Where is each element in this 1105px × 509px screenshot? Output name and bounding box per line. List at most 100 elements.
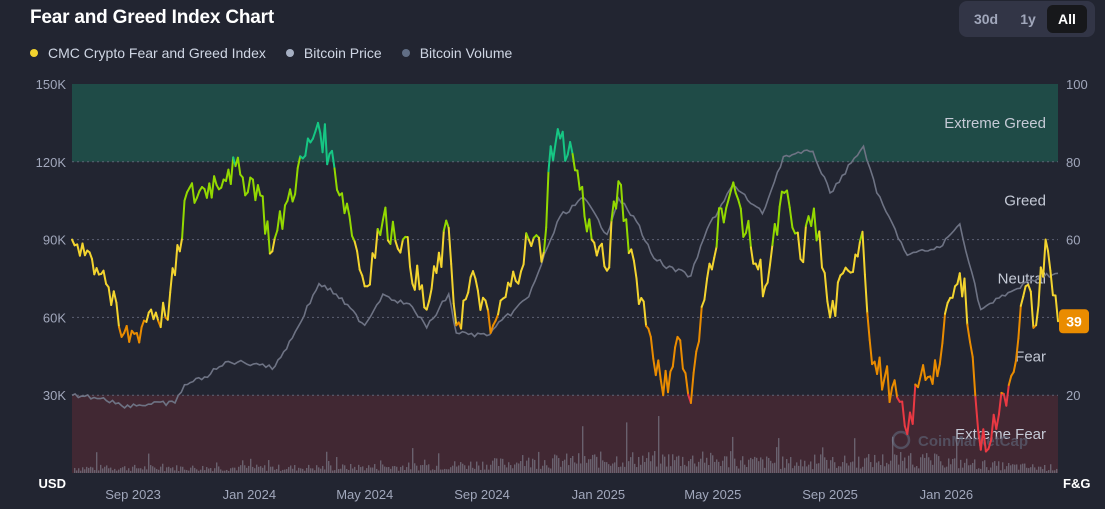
volume-bar: [266, 470, 268, 473]
volume-bar: [776, 447, 778, 473]
volume-bar: [372, 467, 374, 473]
fear-greed-segment: [169, 267, 174, 294]
volume-bar: [794, 465, 796, 473]
volume-bar: [678, 455, 680, 473]
volume-bar: [656, 466, 658, 473]
volume-bar: [170, 468, 172, 473]
fear-greed-segment: [196, 189, 201, 199]
volume-bar: [1044, 465, 1046, 473]
volume-bar: [462, 463, 464, 473]
volume-bar: [144, 466, 146, 473]
volume-bar: [456, 466, 458, 473]
fear-greed-segment: [118, 326, 123, 338]
volume-bar: [680, 466, 682, 473]
volume-bar: [310, 468, 312, 473]
fear-greed-segment: [125, 325, 131, 343]
legend-item-bitcoin-price[interactable]: Bitcoin Price: [285, 45, 382, 61]
volume-bar: [750, 457, 752, 473]
volume-bar: [304, 470, 306, 473]
volume-bar: [984, 460, 986, 473]
volume-bar: [152, 466, 154, 473]
volume-bar: [230, 468, 232, 473]
volume-bar: [996, 465, 998, 473]
volume-bar: [944, 467, 946, 473]
chart-legend: CMC Crypto Fear and Greed Index Bitcoin …: [30, 45, 532, 61]
volume-bar: [182, 466, 184, 473]
volume-bar: [586, 462, 588, 473]
volume-bar: [258, 466, 260, 473]
volume-bar: [1030, 467, 1032, 473]
fear-greed-segment: [266, 220, 271, 255]
volume-bar: [452, 465, 454, 473]
volume-bar: [874, 454, 876, 473]
fear-greed-segment: [982, 428, 987, 453]
volume-bar: [294, 465, 296, 473]
legend-item-bitcoin-volume[interactable]: Bitcoin Volume: [401, 45, 512, 61]
fear-greed-segment: [115, 301, 120, 328]
fear-greed-segment: [852, 253, 857, 273]
volume-bar: [982, 461, 984, 473]
fear-greed-segment: [81, 242, 86, 257]
volume-bar: [444, 468, 446, 473]
zone-label-extreme-greed: Extreme Greed: [944, 115, 1046, 132]
volume-bar: [244, 465, 246, 473]
fear-greed-segment: [102, 269, 108, 285]
volume-bar: [544, 460, 546, 473]
volume-bar: [1054, 470, 1056, 473]
fear-greed-segment: [971, 355, 977, 398]
fear-greed-segment: [181, 199, 186, 240]
volume-bar: [920, 457, 922, 473]
volume-bar: [1026, 467, 1028, 473]
fear-greed-segment: [802, 224, 807, 264]
volume-bar: [758, 461, 760, 473]
fear-greed-segment: [88, 251, 93, 260]
volume-bar: [994, 461, 996, 473]
volume-bar: [480, 469, 482, 473]
range-1y-button[interactable]: 1y: [1020, 11, 1036, 27]
volume-bar: [864, 458, 866, 473]
volume-bar: [884, 466, 886, 473]
volume-bar: [812, 469, 814, 473]
range-30d-button[interactable]: 30d: [973, 11, 999, 27]
volume-bar: [902, 460, 904, 473]
fear-greed-segment: [893, 379, 899, 399]
fear-greed-segment: [543, 226, 548, 253]
fear-greed-segment: [351, 234, 356, 243]
fear-greed-segment: [692, 350, 698, 374]
current-value-text: 39: [1066, 313, 1082, 329]
volume-bar: [414, 463, 416, 473]
volume-bar: [86, 466, 88, 473]
volume-bar: [314, 470, 316, 473]
legend-item-fear-greed[interactable]: CMC Crypto Fear and Greed Index: [30, 45, 266, 61]
fear-greed-segment: [261, 195, 267, 235]
fear-greed-segment: [796, 231, 802, 260]
fear-greed-segment: [966, 323, 971, 343]
range-all-button[interactable]: All: [1047, 5, 1087, 33]
fear-greed-segment: [509, 270, 515, 288]
volume-bar: [394, 466, 396, 473]
volume-bar: [816, 463, 818, 473]
fear-greed-segment: [291, 193, 297, 203]
volume-bar: [870, 462, 872, 473]
volume-bar: [578, 453, 580, 473]
volume-bar: [860, 468, 862, 473]
volume-bar: [156, 469, 158, 473]
fear-greed-segment: [311, 130, 317, 140]
x-axis-tick: May 2025: [684, 487, 741, 502]
volume-bar: [754, 456, 756, 473]
volume-bar: [392, 466, 394, 473]
volume-bar: [558, 458, 560, 473]
volume-bar: [858, 456, 860, 473]
volume-bar: [202, 465, 204, 473]
volume-bar: [132, 466, 134, 473]
fear-greed-segment: [229, 156, 235, 185]
volume-bar: [110, 467, 112, 473]
volume-bar: [928, 457, 930, 473]
volume-bar: [1032, 464, 1034, 473]
volume-bar: [220, 469, 222, 473]
fear-greed-segment: [963, 277, 969, 326]
volume-bar: [104, 466, 106, 473]
volume-bar: [542, 465, 544, 473]
volume-bar: [700, 458, 702, 473]
volume-bar: [648, 452, 650, 473]
